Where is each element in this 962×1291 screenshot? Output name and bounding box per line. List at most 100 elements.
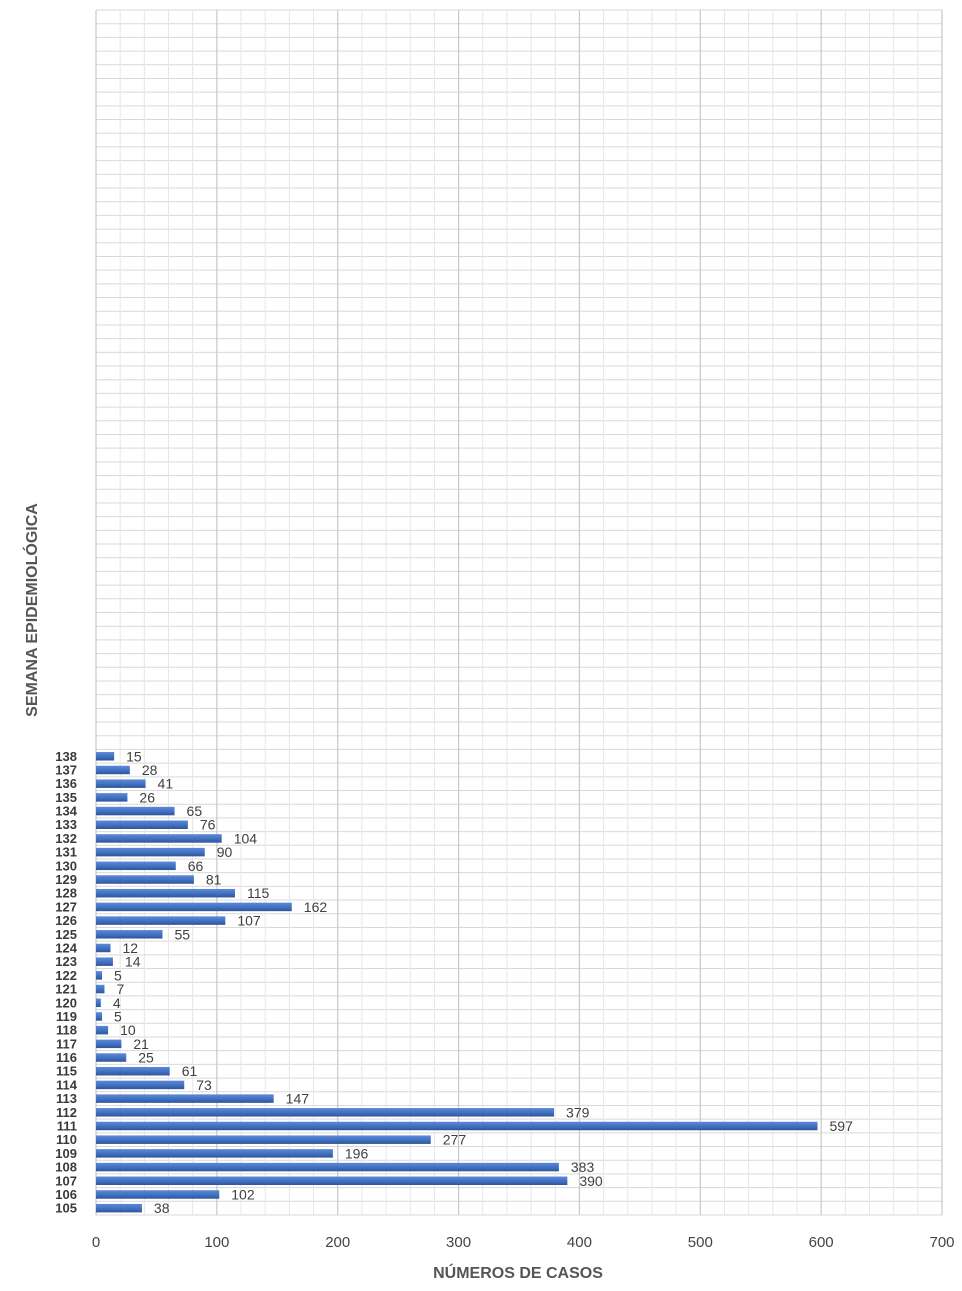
y-tick-label: 136: [55, 776, 77, 791]
y-tick-label: 107: [55, 1173, 77, 1188]
x-tick-label: 300: [446, 1234, 471, 1251]
x-tick-label: 700: [929, 1234, 954, 1251]
data-label-108: 383: [571, 1159, 595, 1175]
data-label-110: 277: [443, 1132, 467, 1148]
x-tick-label: 0: [92, 1234, 100, 1251]
y-tick-label: 115: [56, 1064, 77, 1079]
data-labels: 3810239038319627759737914773612521105475…: [113, 748, 853, 1216]
bars: [96, 752, 818, 1213]
data-label-116: 25: [138, 1050, 154, 1066]
bar-123: [96, 957, 113, 966]
bar-133: [96, 820, 188, 829]
data-label-115: 61: [182, 1063, 198, 1079]
bar-134: [96, 806, 175, 816]
bar-120: [96, 998, 101, 1008]
bar-132: [96, 834, 222, 843]
data-label-126: 107: [237, 913, 261, 929]
y-tick-label: 112: [56, 1105, 77, 1120]
y-axis-ticks: 1051061071081091101111121131141151161171…: [55, 749, 77, 1216]
data-label-138: 15: [126, 748, 142, 764]
data-label-122: 5: [114, 967, 122, 983]
x-axis-title: NÚMEROS DE CASOS: [433, 1263, 603, 1282]
bar-130: [96, 861, 176, 871]
bar-137: [96, 765, 130, 775]
data-label-134: 65: [187, 803, 203, 819]
y-tick-label: 135: [55, 790, 77, 805]
data-label-128: 115: [247, 885, 270, 901]
y-tick-label: 117: [56, 1036, 77, 1051]
y-tick-label: 114: [56, 1077, 78, 1092]
bar-110: [96, 1135, 431, 1144]
bar-107: [96, 1176, 568, 1186]
bar-117: [96, 1039, 122, 1049]
y-tick-label: 123: [55, 954, 77, 969]
y-tick-label: 109: [55, 1146, 77, 1161]
y-tick-label: 116: [56, 1050, 77, 1065]
x-tick-label: 100: [204, 1234, 229, 1251]
y-tick-label: 118: [56, 1023, 77, 1038]
bar-125: [96, 930, 163, 939]
bar-128: [96, 888, 235, 898]
y-tick-label: 108: [55, 1160, 77, 1175]
bar-136: [96, 779, 146, 788]
data-label-120: 4: [113, 995, 121, 1011]
y-tick-label: 132: [55, 831, 77, 846]
data-label-123: 14: [125, 954, 141, 970]
y-tick-label: 130: [55, 858, 77, 873]
bar-109: [96, 1149, 333, 1158]
data-label-124: 12: [123, 940, 139, 956]
bar-135: [96, 793, 128, 802]
x-tick-label: 500: [688, 1234, 713, 1251]
y-tick-label: 128: [55, 886, 77, 901]
bar-126: [96, 916, 226, 925]
bar-116: [96, 1053, 127, 1062]
y-tick-label: 129: [55, 872, 77, 887]
data-label-119: 5: [114, 1008, 122, 1024]
y-tick-label: 126: [55, 913, 77, 928]
data-label-118: 10: [120, 1022, 136, 1038]
data-label-109: 196: [345, 1145, 369, 1161]
bar-138: [96, 752, 115, 761]
y-tick-label: 137: [55, 762, 77, 777]
data-label-117: 21: [133, 1036, 149, 1052]
data-label-106: 102: [231, 1186, 255, 1202]
grid: [95, 9, 943, 1216]
y-tick-label: 127: [55, 899, 77, 914]
data-label-135: 26: [139, 789, 155, 805]
x-tick-label: 400: [567, 1234, 592, 1251]
bar-118: [96, 1025, 109, 1035]
bar-119: [96, 1012, 103, 1021]
y-tick-label: 125: [55, 927, 77, 942]
data-label-111: 597: [830, 1118, 854, 1134]
y-tick-label: 133: [55, 817, 77, 832]
x-axis-ticks: 0 100 200 300 400 500 600 700: [92, 1234, 955, 1251]
x-tick-label: 600: [809, 1234, 834, 1251]
bar-131: [96, 847, 205, 857]
data-label-112: 379: [566, 1104, 590, 1120]
bar-121: [96, 984, 105, 994]
bar-113: [96, 1094, 274, 1103]
y-tick-label: 134: [55, 804, 77, 819]
data-label-107: 390: [579, 1173, 603, 1189]
bar-108: [96, 1162, 559, 1172]
data-label-113: 147: [286, 1091, 310, 1107]
y-tick-label: 121: [55, 982, 77, 997]
y-tick-label: 119: [56, 1009, 77, 1024]
bar-127: [96, 902, 292, 912]
bar-114: [96, 1080, 185, 1090]
data-label-131: 90: [217, 844, 233, 860]
y-tick-label: 122: [55, 968, 77, 983]
y-tick-label: 113: [56, 1091, 77, 1106]
y-tick-label: 131: [55, 845, 77, 860]
y-tick-label: 110: [56, 1132, 77, 1147]
data-label-137: 28: [142, 762, 158, 778]
y-axis-title: SEMANA EPIDEMIOLÓGICA: [22, 503, 41, 717]
data-label-105: 38: [154, 1200, 170, 1216]
data-label-130: 66: [188, 858, 204, 874]
bar-112: [96, 1108, 555, 1117]
bar-105: [96, 1203, 142, 1213]
y-tick-label: 111: [57, 1118, 77, 1133]
data-label-121: 7: [116, 981, 124, 997]
